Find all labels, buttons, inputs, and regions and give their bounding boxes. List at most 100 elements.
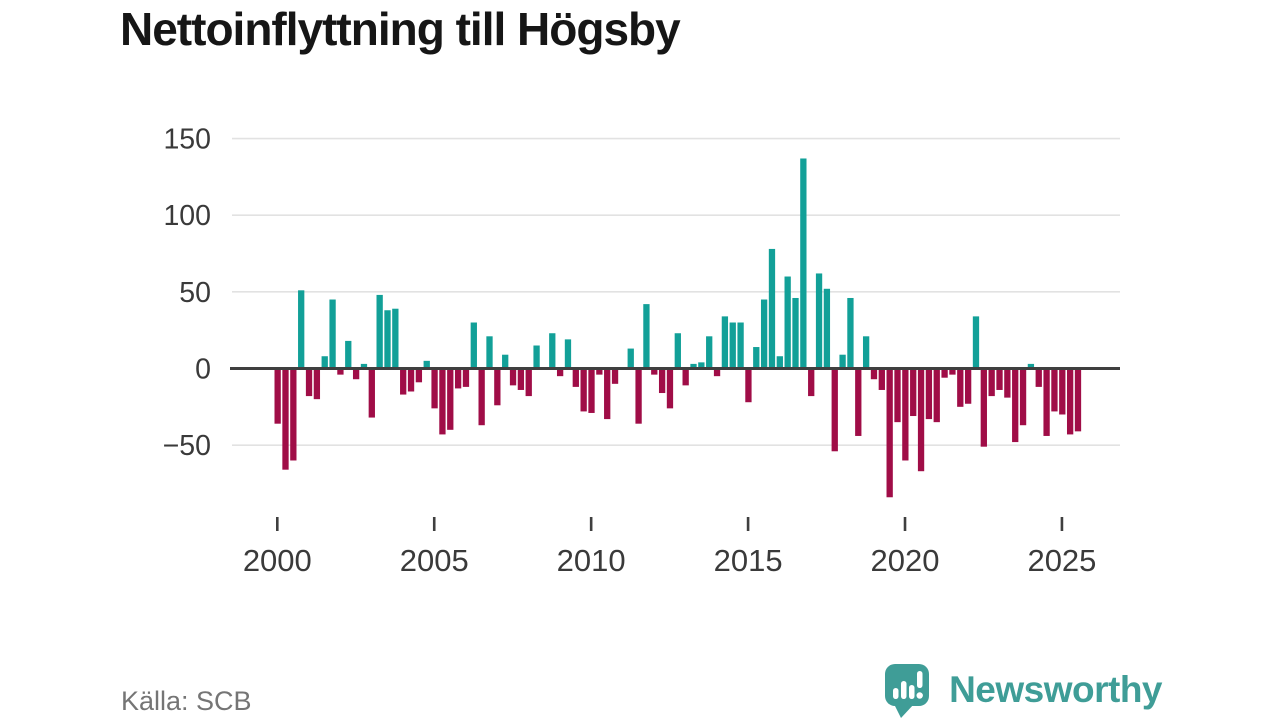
bar: [1051, 368, 1058, 412]
y-axis-tick-label: −50: [163, 430, 211, 462]
brand-name: Newsworthy: [949, 669, 1162, 710]
bar: [957, 368, 964, 407]
bar: [698, 362, 705, 369]
x-axis-tick-label: 2015: [714, 543, 783, 578]
bar: [439, 368, 446, 435]
x-axis-tick-label: 2005: [400, 543, 469, 578]
bar: [596, 368, 603, 375]
bar: [298, 290, 305, 369]
bar: [604, 368, 611, 420]
bar: [494, 368, 501, 406]
bar: [1012, 368, 1019, 443]
bar: [1043, 368, 1050, 436]
bar: [635, 368, 642, 424]
bar: [454, 368, 462, 389]
bar: [462, 368, 470, 387]
bar: [392, 308, 399, 369]
bar: [400, 368, 407, 395]
bar: [949, 368, 956, 375]
bar: [478, 368, 485, 426]
bar: [776, 356, 783, 369]
bar: [352, 368, 360, 380]
bar: [345, 340, 352, 369]
bar: [862, 336, 870, 369]
bar: [980, 368, 987, 447]
bar: [933, 368, 940, 423]
bar: [800, 158, 807, 369]
bar: [925, 368, 933, 420]
bar: [870, 368, 878, 380]
bar: [447, 368, 454, 430]
bar: [941, 368, 948, 378]
bar: [737, 322, 744, 369]
bar: [431, 368, 438, 409]
bar: [808, 368, 815, 397]
bar: [745, 368, 752, 403]
bar: [470, 322, 477, 369]
bar: [415, 368, 423, 383]
bar: [572, 368, 579, 387]
bar-chart-speech-bubble-icon: [885, 664, 930, 718]
x-axis-tick-label: 2025: [1027, 543, 1096, 578]
bar: [784, 276, 791, 369]
bar: [407, 368, 415, 392]
bar: [305, 368, 313, 397]
bar: [1027, 363, 1035, 369]
bar: [902, 368, 909, 461]
bar: [964, 368, 972, 404]
x-axis-tick-label: 2000: [243, 543, 312, 578]
bar: [564, 339, 572, 369]
bar: [282, 368, 289, 470]
bar: [815, 273, 823, 369]
bar: [729, 322, 736, 369]
x-axis-tick-label: 2020: [871, 543, 940, 578]
bar: [556, 368, 564, 377]
bar: [502, 354, 509, 369]
bar: [1004, 368, 1011, 398]
y-axis-tick-label: 50: [179, 277, 211, 309]
bar: [760, 299, 768, 369]
bar: [1019, 368, 1027, 426]
bar: [666, 368, 674, 409]
bar: [360, 363, 368, 369]
bar: [643, 304, 650, 369]
bar: [706, 336, 713, 369]
bar: [321, 356, 328, 369]
newsworthy-brand: Newsworthy: [880, 660, 1162, 720]
net-migration-bar-chart: 150 100 50 0 −50 2000 2005 2010 2015 2020 2025: [163, 124, 1120, 578]
bar: [423, 360, 430, 369]
bar: [290, 368, 297, 461]
bar: [823, 288, 831, 369]
bar: [533, 345, 540, 369]
bar: [509, 368, 517, 386]
bar: [713, 368, 721, 377]
bar: [690, 363, 697, 369]
bar: [831, 368, 838, 452]
bar: [1059, 368, 1066, 415]
bar: [855, 368, 862, 436]
bar: [972, 316, 980, 369]
bar: [847, 297, 854, 369]
bar: [1074, 368, 1082, 432]
bar: [886, 368, 893, 498]
bar: [878, 368, 885, 390]
bar: [313, 368, 321, 400]
bar: [329, 299, 336, 369]
y-axis-tick-label: 150: [163, 124, 211, 156]
bar: [988, 368, 995, 397]
bar: [753, 347, 760, 369]
bar: [917, 368, 925, 472]
bar: [384, 310, 391, 369]
bar: [525, 368, 532, 397]
bar: [910, 368, 917, 417]
bar: [682, 368, 689, 386]
bar: [611, 368, 619, 384]
bar: [658, 368, 666, 394]
bar: [627, 348, 634, 369]
bar: [580, 368, 587, 412]
y-axis-tick-label: 100: [163, 200, 211, 232]
y-axis-tick-label: 0: [195, 354, 211, 386]
bar: [486, 336, 493, 369]
x-axis-tick-label: 2010: [557, 543, 626, 578]
